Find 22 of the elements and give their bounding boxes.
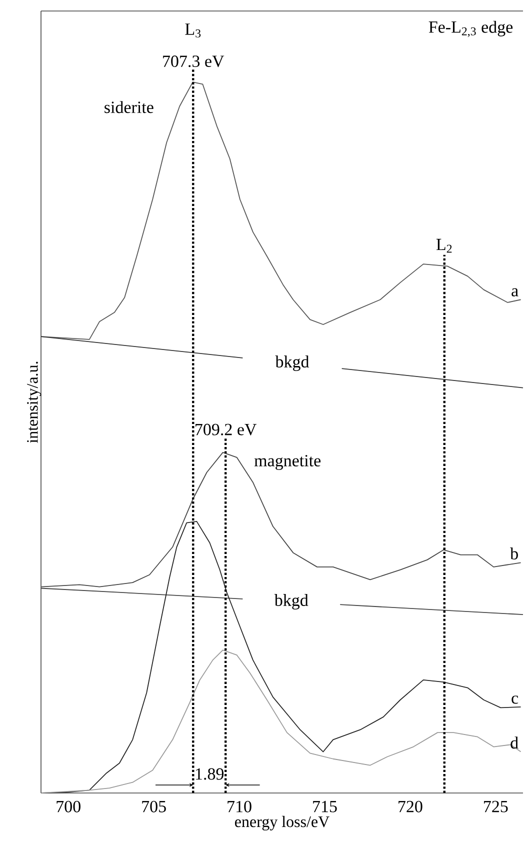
x-axis-title: energy loss/eV: [235, 816, 330, 830]
series-label: b: [510, 548, 518, 560]
ref-line-label: L$_{2}$: [436, 238, 452, 253]
y-axis-title: intensity/a.u.: [27, 362, 42, 443]
annotation: siderite: [104, 101, 154, 114]
text: Fe-L$_{2,3}$ edge: [428, 20, 513, 38]
series-label: c: [512, 696, 518, 704]
annotation: 1.89: [196, 768, 224, 780]
series-label: bkgd: [275, 356, 310, 371]
ref-line-label: 707.3 eV: [163, 56, 224, 68]
annotation: magnetite: [254, 455, 321, 470]
series-label: bkgd: [274, 594, 308, 610]
x-tick-label: 715: [313, 800, 337, 812]
text: L$_{3}$: [185, 24, 201, 38]
series-label: d: [510, 736, 518, 749]
x-tick-label: 720: [398, 800, 422, 812]
x-tick-label: 710: [228, 800, 252, 812]
x-tick-label: 700: [56, 800, 80, 812]
x-tick-label: 705: [142, 800, 166, 812]
series-label: a: [512, 288, 518, 296]
x-tick-label: 725: [484, 800, 508, 812]
ref-line-label: 709.2 eV: [196, 424, 257, 436]
